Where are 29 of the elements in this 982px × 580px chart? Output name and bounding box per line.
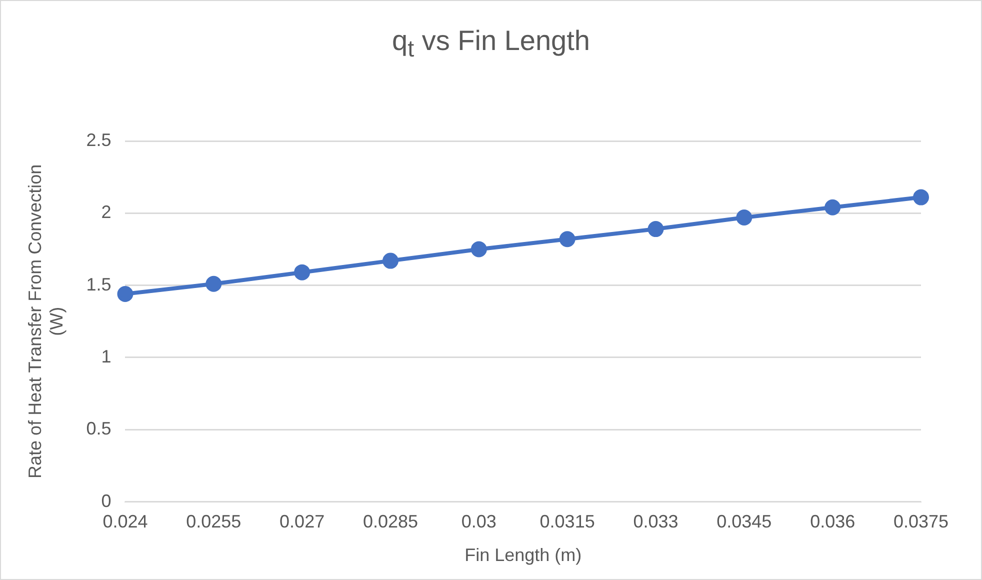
point [294,264,310,280]
point [559,231,576,248]
y-axis-title: Rate of Heat Transfer From Convection (W) [24,164,66,478]
x-tick-label: 0.024 [102,512,148,532]
y-tick-label: 2.5 [86,130,112,150]
point [382,252,398,269]
x-tick-label: 0.036 [810,512,856,532]
chart-title: q$_{t}$ vs Fin Length [391,25,591,63]
point [736,209,752,226]
x-tick-label: 0.027 [280,512,325,532]
point [648,221,664,238]
point [117,286,134,302]
point [206,276,222,292]
x-tick-label: 0.0345 [716,512,772,532]
x-tick-label: 0.0285 [362,512,418,532]
x-tick-label: 0.0255 [186,512,242,532]
y-tick-label: 1 [101,346,112,366]
point [913,189,929,206]
y-tick-label: 1.5 [86,274,112,294]
x-tick-label: 0.03 [461,512,496,532]
point [824,199,841,216]
x-axis-title: Fin Length (m) [464,545,582,566]
x-tick-label: 0.033 [633,512,678,532]
y-tick-label: 2 [101,202,112,222]
x-tick-label: 0.0315 [540,512,595,532]
y-tick-label: 0.5 [86,418,112,439]
point [470,241,487,258]
y-tick-label: 0 [101,490,112,511]
x-tick-label: 0.0375 [893,512,949,532]
